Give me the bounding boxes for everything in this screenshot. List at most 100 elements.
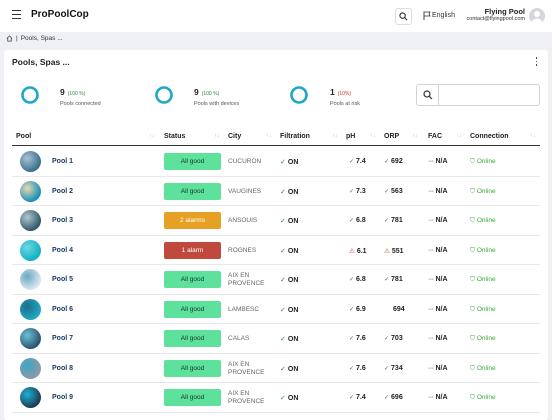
ellipsis-icon: ···: [428, 276, 434, 283]
pool-thumbnail[interactable]: [20, 210, 41, 231]
pool-thumbnail[interactable]: [20, 269, 41, 290]
orp-value: 692: [391, 158, 403, 165]
check-icon: ✓: [280, 336, 286, 343]
status-badge[interactable]: 1 alarm: [164, 241, 221, 259]
table-row[interactable]: Pool 3 2 alarms ANSOUIS ✓ ON ✓ 6.8 ✓ 781 ··…: [12, 206, 540, 236]
sort-icon[interactable]: ↑↓: [412, 133, 418, 139]
check-icon: ✓: [349, 365, 355, 372]
table-row[interactable]: Pool 9 All good AIX EN PROVENCE ✓ ON ✓ 7.4 …: [12, 383, 540, 413]
table-row[interactable]: Pool 4 1 alarm ROGNES ✓ ON ⚠ 6.1 ⚠ 551 ··· N…: [12, 236, 540, 265]
status-label: All good: [180, 305, 205, 313]
brand-title[interactable]: ProPoolCop: [31, 9, 89, 20]
sort-icon[interactable]: ↑↓: [456, 133, 462, 139]
pool-thumbnail[interactable]: [20, 387, 41, 408]
sort-icon[interactable]: ↑↓: [332, 133, 338, 139]
orp-cell: ✓ 703: [384, 335, 403, 342]
avatar[interactable]: [529, 8, 545, 24]
column-header-pool[interactable]: Pool: [16, 133, 32, 140]
column-header-connection[interactable]: Connection: [470, 133, 509, 140]
check-icon: ✓: [349, 395, 355, 401]
table-row[interactable]: Pool 7 All good CALAS ✓ ON ✓ 7.6 ✓ 703 ··· N…: [12, 324, 540, 354]
table-row[interactable]: Pool 5 All good AIX EN PROVENCE ✓ ON ✓ 6.8 …: [12, 265, 540, 295]
pool-name-link[interactable]: Pool 4: [52, 246, 74, 254]
search-submit-button[interactable]: [417, 85, 439, 105]
pool-name-link[interactable]: Pool 2: [52, 187, 74, 195]
status-badge[interactable]: All good: [164, 271, 221, 288]
status-badge[interactable]: All good: [164, 300, 221, 318]
ph-cell: ✓ 6.8: [349, 276, 366, 283]
ph-value: 6.8: [356, 217, 366, 224]
sort-icon[interactable]: ↑↓: [149, 133, 155, 139]
status-badge[interactable]: All good: [164, 359, 221, 377]
check-icon: ✓: [280, 218, 286, 225]
menu-icon[interactable]: [12, 10, 21, 19]
status-label: All good: [180, 394, 205, 401]
sort-icon[interactable]: ↑↓: [214, 133, 220, 139]
search-box[interactable]: [416, 84, 540, 106]
stat-value: 9 (100 %): [194, 87, 220, 97]
pool-name-link[interactable]: Pool 3: [52, 217, 74, 224]
pool-thumbnail[interactable]: [20, 357, 41, 379]
pool-thumbnail[interactable]: [20, 328, 41, 349]
connection-value: Online: [476, 305, 496, 313]
search-input[interactable]: [441, 87, 536, 103]
pool-thumbnail[interactable]: [20, 239, 41, 261]
check-icon: ✓: [280, 247, 286, 255]
sort-icon[interactable]: ↑↓: [530, 133, 536, 139]
status-badge[interactable]: All good: [164, 153, 221, 170]
city-cell: VAUGINES: [228, 187, 262, 195]
stat-value: 9 (100 %): [60, 87, 86, 97]
ph-value: 6.1: [356, 247, 367, 255]
orp-value: 551: [391, 247, 404, 255]
pool-name-link[interactable]: Pool 6: [52, 305, 74, 313]
column-header-filtration[interactable]: Filtration: [280, 133, 310, 140]
fac-value: N/A: [435, 217, 448, 224]
check-icon: ✓: [280, 159, 286, 166]
column-header-ph[interactable]: pH: [346, 133, 356, 140]
table-row[interactable]: Pool 6 All good LAMBESC ✓ ON ✓ 6.9 694 ···…: [12, 295, 540, 324]
pool-thumbnail[interactable]: [20, 180, 41, 202]
status-badge[interactable]: All good: [164, 330, 221, 347]
sort-icon[interactable]: ↑↓: [266, 133, 272, 139]
pool-name-link[interactable]: Pool 7: [52, 335, 74, 342]
pool-thumbnail[interactable]: [20, 298, 41, 320]
breadcrumb-item[interactable]: Pools, Spas ...: [20, 35, 63, 42]
check-icon: ✓: [384, 365, 390, 372]
pool-thumbnail[interactable]: [20, 151, 41, 172]
column-header-orp[interactable]: ORP: [384, 133, 400, 140]
pool-name-link[interactable]: Pool 9: [52, 394, 74, 401]
flag-icon[interactable]: [423, 11, 431, 20]
city-line: PROVENCE: [228, 398, 265, 405]
connection-cell: ⛉ Online: [470, 335, 496, 343]
table-row[interactable]: Pool 2 All good VAUGINES ✓ ON ✓ 7.3 ✓ 563 ·…: [12, 177, 540, 206]
filtration-value: ON: [287, 277, 299, 284]
home-icon[interactable]: [6, 35, 13, 42]
sort-icon[interactable]: ↑↓: [370, 133, 376, 139]
pool-name-link[interactable]: Pool 1: [52, 158, 74, 165]
ph-value: 7.3: [356, 187, 366, 195]
status-badge[interactable]: All good: [164, 389, 221, 406]
language-selector[interactable]: English: [432, 12, 455, 19]
connection-value: Online: [476, 217, 496, 224]
pool-name-link[interactable]: Pool 5: [52, 276, 74, 283]
search-button[interactable]: [395, 8, 412, 25]
table-row[interactable]: Pool 1 All good CUCURON ✓ ON ✓ 7.4 ✓ 692 ··…: [12, 147, 540, 177]
pool-name-link[interactable]: Pool 8: [52, 364, 74, 372]
shield-check-icon: ⛉: [470, 305, 475, 313]
column-header-status[interactable]: Status: [164, 133, 186, 140]
status-badge[interactable]: 2 alarms: [164, 212, 221, 229]
status-label: All good: [180, 335, 205, 342]
ph-value: 6.8: [356, 276, 366, 283]
check-icon: ✓: [280, 306, 286, 314]
more-options-icon[interactable]: [535, 57, 538, 66]
column-header-fac[interactable]: FAC: [428, 133, 442, 140]
status-badge[interactable]: All good: [164, 182, 221, 200]
fac-value: N/A: [435, 276, 448, 283]
orp-value: 563: [391, 187, 403, 195]
ph-value: 6.9: [356, 305, 366, 313]
orp-value: 734: [391, 364, 403, 372]
table-row[interactable]: Pool 8 All good AIX EN PROVENCE ✓ ON ✓ 7.6 …: [12, 354, 540, 383]
fac-value: N/A: [435, 305, 448, 313]
check-icon: ✓: [280, 365, 286, 373]
column-header-city[interactable]: City: [228, 133, 242, 140]
